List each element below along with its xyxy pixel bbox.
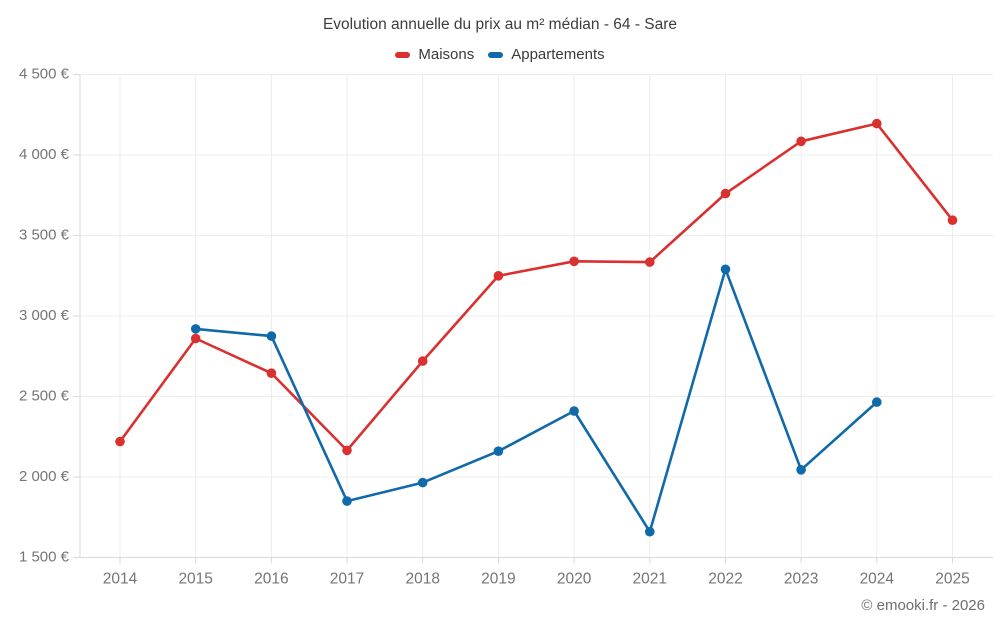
svg-text:2014: 2014 [103,571,138,588]
svg-text:1 500 €: 1 500 € [19,548,70,565]
appartements-color-swatch-icon [488,51,504,58]
svg-text:2 500 €: 2 500 € [19,387,70,404]
maisons-color-swatch-icon [395,51,411,58]
svg-text:2020: 2020 [557,571,592,588]
svg-text:2025: 2025 [935,571,969,588]
svg-text:2016: 2016 [254,571,288,588]
svg-text:2 000 €: 2 000 € [19,468,70,485]
svg-text:2017: 2017 [330,571,364,588]
svg-text:2018: 2018 [405,571,439,588]
legend-item-maisons[interactable]: Maisons [395,46,474,63]
svg-text:2022: 2022 [708,571,742,588]
svg-text:2021: 2021 [633,571,667,588]
legend-label-maisons: Maisons [418,46,475,63]
legend-item-appartements[interactable]: Appartements [488,46,605,63]
svg-text:2015: 2015 [178,571,212,588]
chart-legend: Maisons Appartements [0,46,1000,63]
chart-title: Evolution annuelle du prix au m² médian … [322,16,678,33]
legend-label-appartements: Appartements [511,46,605,63]
svg-text:2019: 2019 [481,571,515,588]
svg-text:4 000 €: 4 000 € [19,146,70,163]
svg-text:2024: 2024 [860,571,895,588]
svg-text:3 500 €: 3 500 € [19,226,70,243]
copyright: © emooki.fr - 2026 [861,597,985,614]
svg-text:3 000 €: 3 000 € [19,307,70,324]
svg-text:4 500 €: 4 500 € [19,65,70,82]
svg-text:2023: 2023 [784,571,818,588]
